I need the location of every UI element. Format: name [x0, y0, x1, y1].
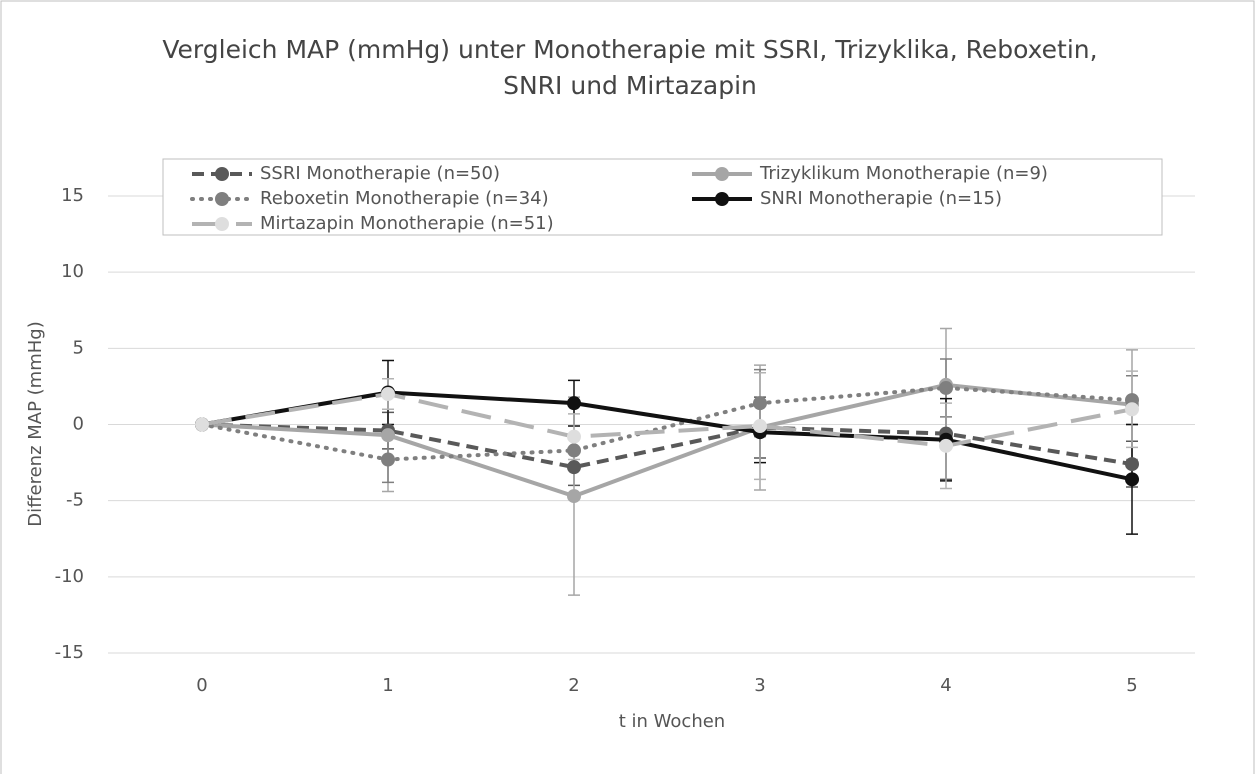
point — [939, 380, 953, 395]
x-axis-title: t in Wochen — [619, 711, 725, 732]
point — [1125, 472, 1139, 487]
legend-label: SSRI Monotherapie (n=50) — [260, 163, 500, 184]
legend-box — [162, 158, 1163, 236]
point — [567, 460, 581, 475]
legend-label: SNRI Monotherapie (n=15) — [760, 188, 1002, 209]
series-line — [201, 422, 1133, 470]
legend-marker — [215, 192, 229, 206]
legend-marker — [215, 217, 229, 231]
x-tick-label: 2 — [568, 675, 579, 696]
y-tick-label: 5 — [73, 337, 84, 358]
series-line — [201, 382, 1133, 499]
point — [753, 419, 767, 434]
y-tick-label: -5 — [66, 490, 84, 511]
legend-marker — [715, 167, 729, 181]
x-tick-label: 5 — [1126, 675, 1137, 696]
y-tick-label: 10 — [61, 261, 84, 282]
grid — [108, 195, 1195, 654]
point — [381, 428, 395, 443]
y-tick-label: 15 — [61, 185, 84, 206]
x-tick-label: 3 — [754, 675, 765, 696]
x-tick-label: 0 — [196, 675, 207, 696]
point — [753, 396, 767, 411]
point — [381, 452, 395, 467]
y-axis-title: Differenz MAP (mmHg) — [25, 321, 46, 527]
x-tick-label: 4 — [940, 675, 951, 696]
point — [567, 489, 581, 504]
y-tick-label: -10 — [55, 566, 84, 587]
series-line — [201, 391, 1133, 448]
legend-marker — [215, 167, 229, 181]
chart-title: Vergleich MAP (mmHg) unter Monotherapie … — [162, 35, 1098, 100]
x-tick-label: 1 — [382, 675, 393, 696]
point — [567, 396, 581, 411]
point — [939, 438, 953, 453]
series-line — [200, 385, 1134, 462]
legend-marker — [715, 192, 729, 206]
legend-label: Reboxetin Monotherapie (n=34) — [260, 188, 549, 209]
point — [567, 443, 581, 458]
point — [567, 429, 581, 444]
legend-label: Mirtazapin Monotherapie (n=51) — [260, 213, 554, 234]
point — [381, 387, 395, 402]
legend-label: Trizyklikum Monotherapie (n=9) — [759, 163, 1048, 184]
point — [1125, 457, 1139, 472]
point — [1125, 402, 1139, 417]
y-tick-label: -15 — [55, 642, 84, 663]
y-tick-label: 0 — [73, 414, 84, 435]
point — [195, 417, 209, 432]
